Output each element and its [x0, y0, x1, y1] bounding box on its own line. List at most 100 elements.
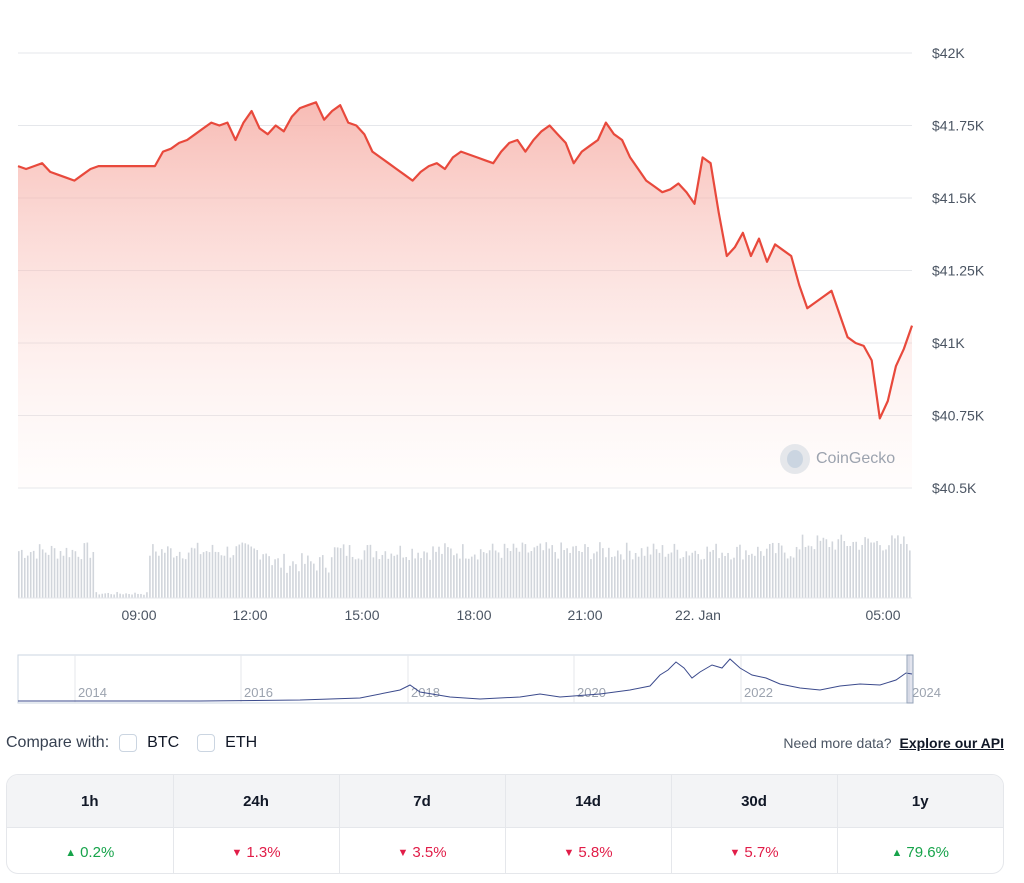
api-prompt: Need more data? Explore our API — [783, 735, 1004, 751]
volume-bar — [494, 550, 497, 598]
volume-bar — [456, 553, 458, 598]
volume-bar — [742, 559, 744, 598]
volume-bar — [599, 542, 601, 598]
volume-bar — [18, 551, 20, 598]
volume-bar — [80, 559, 83, 598]
volume-bar — [754, 555, 756, 598]
change-cell-1y: ▲ 79.6% — [836, 827, 1003, 873]
volume-bar — [581, 552, 583, 598]
change-value: 79.6% — [906, 843, 949, 861]
volume-bar — [634, 552, 637, 598]
explore-api-link[interactable]: Explore our API — [899, 735, 1004, 751]
volume-bar — [745, 550, 747, 598]
volume-bar — [637, 556, 640, 598]
volume-bar — [301, 553, 303, 598]
volume-bar — [262, 554, 264, 598]
volume-bar — [116, 592, 118, 598]
volume-bar — [605, 557, 607, 598]
volume-bar — [137, 593, 139, 598]
x-tick-label: 22. Jan — [675, 607, 721, 623]
volume-bar — [584, 544, 586, 598]
down-arrow-icon: ▼ — [397, 846, 409, 859]
checkbox-icon[interactable] — [119, 734, 138, 752]
compare-eth-checkbox[interactable]: ETH — [197, 734, 257, 752]
navigator-frame — [17, 654, 914, 704]
volume-bar — [509, 551, 512, 598]
volume-bar — [867, 538, 869, 598]
volume-bar — [41, 549, 44, 598]
price-area-fill — [18, 102, 912, 489]
volume-bar — [789, 556, 792, 598]
volume-bar — [786, 558, 789, 598]
volume-bar — [265, 553, 267, 598]
volume-bar — [676, 549, 679, 598]
volume-bar — [542, 550, 545, 598]
volume-bar — [906, 544, 908, 598]
volume-bar — [611, 556, 613, 598]
volume-bar — [342, 544, 345, 598]
y-tick-label: $42K — [932, 45, 965, 61]
volume-bar — [324, 567, 327, 598]
volume-bar — [348, 545, 351, 598]
change-value: 3.5% — [412, 843, 447, 861]
volume-bar — [450, 548, 452, 598]
volume-bar — [125, 593, 127, 598]
volume-bar — [459, 558, 461, 598]
volume-bar — [470, 556, 473, 598]
volume-bar — [184, 559, 187, 598]
volume-bar — [664, 556, 667, 598]
volume-bar — [625, 542, 628, 598]
volume-bar — [396, 554, 399, 598]
volume-bar — [438, 546, 440, 598]
volume-bar — [274, 559, 276, 598]
volume-bar — [384, 551, 387, 598]
price-series-line — [17, 101, 914, 420]
volume-bar — [310, 561, 312, 598]
checkbox-icon[interactable] — [197, 734, 216, 752]
volume-bar — [837, 539, 840, 598]
volume-bar — [327, 572, 330, 598]
navigator-year-label: 2024 — [912, 685, 941, 700]
y-tick-label: $41K — [932, 335, 965, 351]
volume-bar — [190, 547, 193, 598]
volume-bar — [202, 552, 205, 598]
volume-bar — [792, 557, 795, 598]
volume-bar — [214, 551, 217, 598]
volume-bar — [387, 558, 390, 598]
volume-bar — [381, 554, 384, 598]
volume-bar — [149, 555, 151, 598]
navigator-year-label: 2020 — [577, 685, 606, 700]
volume-bar — [95, 592, 98, 598]
volume-bar — [673, 543, 676, 598]
volume-bar — [763, 555, 765, 598]
volume-bar — [277, 558, 279, 598]
volume-bar — [71, 549, 74, 598]
change-cell-1h: ▲ 0.2% — [7, 827, 173, 873]
change-value: 5.8% — [578, 843, 613, 861]
up-arrow-icon: ▲ — [891, 846, 903, 859]
volume-bar — [777, 542, 780, 598]
volume-bar — [909, 550, 911, 598]
volume-bar — [372, 557, 375, 598]
navigator-line — [18, 658, 913, 702]
price-chart[interactable]: $42K $41.75K $41.5K $41.25K $41K $40.75K $40.5… — [0, 0, 1024, 710]
volume-bar — [491, 543, 494, 598]
volume-bar — [736, 546, 738, 598]
volume-bar — [244, 543, 247, 598]
volume-bar — [885, 549, 887, 598]
volume-bar — [205, 551, 208, 598]
volume-bar — [894, 538, 896, 598]
volume-bar — [411, 548, 413, 598]
range-navigator[interactable]: 2014 2016 2018 2020 2022 2024 — [17, 654, 941, 704]
volume-bar — [453, 555, 455, 598]
volume-bar — [89, 557, 92, 598]
volume-bar — [727, 552, 729, 598]
volume-bar — [56, 558, 59, 598]
volume-bar — [426, 552, 428, 598]
volume-bar — [417, 552, 419, 598]
volume-bar — [700, 559, 703, 598]
volume-bar — [652, 543, 655, 598]
volume-bar — [268, 556, 270, 598]
volume-bar — [59, 551, 62, 598]
compare-btc-checkbox[interactable]: BTC — [119, 734, 179, 752]
